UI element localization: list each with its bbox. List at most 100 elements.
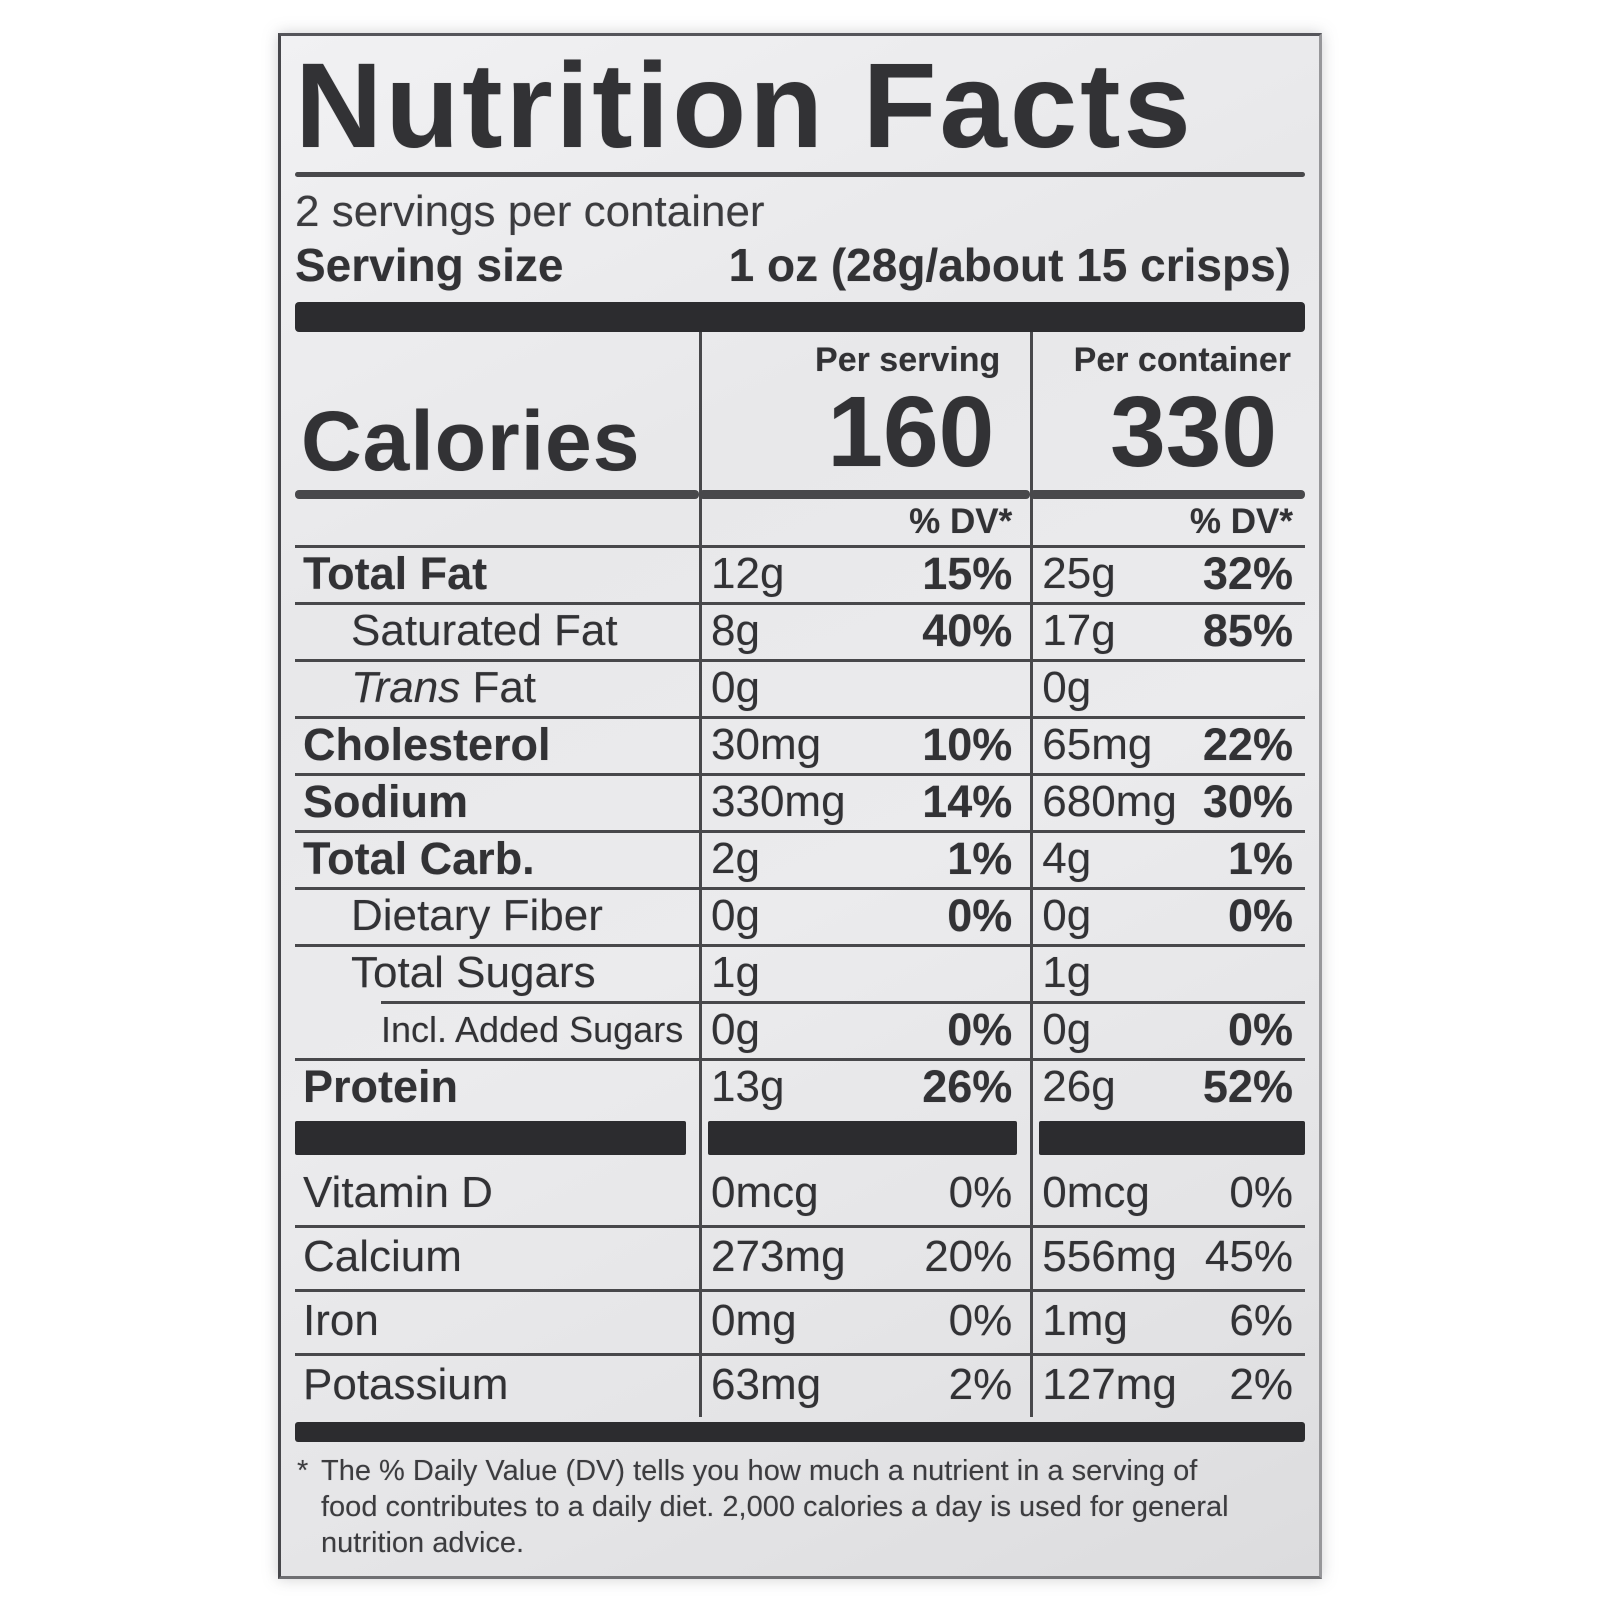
nutrient-row: Protein 13g 26% 26g 52% xyxy=(295,1058,1305,1115)
per-container-cell: 26g 52% xyxy=(1030,1058,1305,1115)
nutrient-row: Saturated Fat 8g 40% 17g 85% xyxy=(295,602,1305,659)
separator-bar-cell xyxy=(1030,1115,1305,1161)
nutrient-amount-serving: 0g xyxy=(711,662,760,712)
per-container-cell: 1g xyxy=(1030,944,1305,1001)
micronutrient-amount-serving: 0mg xyxy=(711,1296,797,1346)
per-serving-cell: 63mg 2% xyxy=(699,1353,1030,1417)
per-serving-cell: 30mg 10% xyxy=(699,716,1030,773)
per-container-cell: 25g 32% xyxy=(1030,545,1305,602)
dv-header-container: % DV* xyxy=(1189,502,1293,542)
calories-cell: Calories xyxy=(295,332,699,500)
nutrition-label: Nutrition Facts 2 servings per container… xyxy=(278,33,1322,1580)
calories-per-container-value: 330 xyxy=(1110,376,1277,489)
nutrient-dv-container: 30% xyxy=(1202,776,1293,828)
per-container-cell: 0mcg 0% xyxy=(1030,1161,1305,1225)
nutrient-amount-container: 65mg xyxy=(1042,719,1153,769)
nutrient-name-text: Cholesterol xyxy=(303,719,551,771)
nutrient-amount-container: 680mg xyxy=(1042,776,1177,826)
nutrient-amount-serving: 12g xyxy=(711,548,785,598)
nutrient-amount-container: 25g xyxy=(1042,548,1116,598)
nutrient-amount-container: 4g xyxy=(1042,833,1092,883)
nutrient-name: Sodium xyxy=(295,779,699,824)
micronutrient-row: Potassium 63mg 2% 127mg 2% xyxy=(295,1353,1305,1417)
micronutrient-dv-container: 45% xyxy=(1204,1232,1293,1282)
footnote-line: food contributes to a daily diet. 2,000 … xyxy=(321,1491,1229,1524)
nutrient-amount-serving: 13g xyxy=(711,1061,785,1111)
micronutrient-dv-serving: 20% xyxy=(924,1232,1013,1282)
serving-size-value: 1 oz (28g/about 15 crisps) xyxy=(728,238,1291,291)
nutrient-name-text: Saturated Fat xyxy=(351,605,618,655)
nutrient-row: Total Carb. 2g 1% 4g 1% xyxy=(295,830,1305,887)
nutrient-name-text: Total Sugars xyxy=(351,947,596,997)
nutrient-dv-container: 22% xyxy=(1202,719,1293,771)
micronutrient-row: Iron 0mg 0% 1mg 6% xyxy=(295,1289,1305,1353)
per-serving-cell: 0mg 0% xyxy=(699,1289,1030,1353)
micronutrient-amount-serving: 273mg xyxy=(711,1232,846,1282)
micronutrient-amount-container: 556mg xyxy=(1042,1232,1177,1282)
nutrient-name-text: Incl. Added Sugars xyxy=(381,1008,684,1050)
per-container-cell: 17g 85% xyxy=(1030,602,1305,659)
micronutrient-name: Calcium xyxy=(303,1232,462,1282)
nutrient-name: Incl. Added Sugars xyxy=(295,1008,699,1050)
nutrient-dv-serving: 14% xyxy=(922,776,1013,828)
per-serving-cell: 273mg 20% xyxy=(699,1225,1030,1289)
micronutrient-row: Calcium 273mg 20% 556mg 45% xyxy=(295,1225,1305,1289)
nutrient-row: Cholesterol 30mg 10% 65mg 22% xyxy=(295,716,1305,773)
per-container-cell: 680mg 30% xyxy=(1030,773,1305,830)
nutrient-row: Sodium 330mg 14% 680mg 30% xyxy=(295,773,1305,830)
separator-bar-cell xyxy=(295,1115,699,1161)
nutrient-name: Protein xyxy=(295,1064,699,1109)
nutrient-amount-serving: 2g xyxy=(711,833,760,883)
nutrient-dv-serving: 10% xyxy=(922,719,1013,771)
nutrient-name: Total Sugars xyxy=(295,947,699,997)
nutrient-dv-container: 1% xyxy=(1227,833,1293,885)
nutrient-amount-container: 17g xyxy=(1042,605,1116,655)
label-title: Nutrition Facts xyxy=(295,37,1194,173)
nutrient-amount-container: 0g xyxy=(1042,662,1092,712)
nutrient-dv-serving: 26% xyxy=(922,1061,1013,1113)
footnote-line: nutrition advice. xyxy=(321,1527,525,1560)
micronutrient-name: Potassium xyxy=(303,1360,509,1410)
per-container-cell: 127mg 2% xyxy=(1030,1353,1305,1417)
nutrient-row: Total Fat 12g 15% 25g 32% xyxy=(295,545,1305,602)
micronutrient-dv-container: 2% xyxy=(1229,1360,1293,1410)
per-container-header: Per container xyxy=(1073,341,1291,380)
serving-size-row: Serving size 1 oz (28g/about 15 crisps) xyxy=(295,238,1305,292)
nutrient-dv-container: 85% xyxy=(1202,605,1293,657)
nutrient-row: Dietary Fiber 0g 0% 0g 0% xyxy=(295,887,1305,944)
micronutrient-amount-container: 0mcg xyxy=(1042,1168,1150,1218)
nutrient-name-text: Total Fat xyxy=(303,548,488,600)
nutrient-dv-serving: 1% xyxy=(947,833,1013,885)
micronutrient-dv-serving: 2% xyxy=(948,1360,1013,1410)
micronutrient-amount-serving: 0mcg xyxy=(711,1168,819,1218)
column-divider-1 xyxy=(699,332,702,1418)
nutrient-name-text: Sodium xyxy=(303,776,468,828)
nutrient-amount-serving: 0g xyxy=(711,890,760,940)
per-container-cell: 0g 0% xyxy=(1030,887,1305,944)
nutrient-row: Total Sugars 1g 1g xyxy=(295,944,1305,1001)
nutrient-amount-serving: 1g xyxy=(711,947,760,997)
footnote-line: The % Daily Value (DV) tells you how muc… xyxy=(321,1455,1198,1488)
nutrient-dv-serving: 0% xyxy=(947,890,1013,942)
per-container-cell: 0g 0% xyxy=(1030,1001,1305,1058)
servings-per-container: 2 servings per container xyxy=(295,186,765,236)
micronutrient-name: Vitamin D xyxy=(303,1168,493,1218)
per-serving-cell: 12g 15% xyxy=(699,545,1030,602)
nutrient-name: Dietary Fiber xyxy=(295,890,699,940)
nutrient-name: Trans Fat xyxy=(295,665,699,710)
nutrient-row: Incl. Added Sugars 0g 0% 0g 0% xyxy=(295,1001,1305,1058)
per-container-cell: 4g 1% xyxy=(1030,830,1305,887)
dv-header-row: % DV* % DV* xyxy=(295,499,1305,545)
nutrient-amount-container: 26g xyxy=(1042,1061,1116,1111)
micronutrient-row: Vitamin D 0mcg 0% 0mcg 0% xyxy=(295,1161,1305,1225)
nutrient-dv-serving: 40% xyxy=(922,605,1013,657)
nutrient-name: Cholesterol xyxy=(295,722,699,767)
nutrient-amount-serving: 0g xyxy=(711,1004,760,1054)
separator-bar-bottom xyxy=(295,1422,1305,1443)
calories-underline xyxy=(295,490,699,500)
calories-underline xyxy=(1030,490,1305,500)
nutrient-name-text: Dietary Fiber xyxy=(351,890,603,940)
nutrient-name-text: Protein xyxy=(303,1061,459,1113)
section-separator-bars xyxy=(295,1115,1305,1161)
